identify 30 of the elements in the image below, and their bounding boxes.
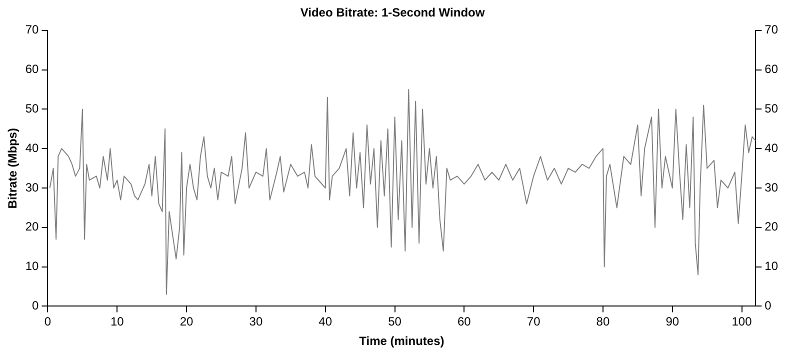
x-tick-label: 100 — [732, 314, 752, 329]
y2-tick-label: 50 — [764, 102, 778, 116]
y-tick-label: 30 — [25, 180, 40, 194]
y2-tick-label: 20 — [764, 220, 778, 234]
x-tick-label: 80 — [596, 314, 610, 329]
y2-tick-label: 30 — [764, 180, 778, 194]
y2-tick-label: 60 — [764, 62, 778, 76]
x-tick-label: 60 — [457, 314, 472, 329]
y-tick-label: 40 — [25, 140, 40, 155]
y-tick-label: 70 — [25, 22, 40, 37]
x-tick-label: 50 — [388, 314, 402, 329]
x-tick-label: 70 — [526, 314, 541, 329]
y2-tick-label: 40 — [764, 140, 778, 155]
x-tick-label: 0 — [44, 314, 52, 329]
y-tick-label: 50 — [25, 102, 40, 116]
x-tick-label: 30 — [249, 314, 263, 329]
x-tick-label: 20 — [180, 314, 194, 329]
y-tick-label: 0 — [32, 298, 40, 313]
y2-tick-label: 70 — [764, 22, 778, 37]
y-tick-label: 20 — [25, 220, 40, 234]
x-tick-label: 40 — [318, 314, 332, 329]
y2-tick-label: 0 — [764, 298, 772, 313]
y-axis-title: Bitrate (Mbps) — [6, 128, 20, 209]
chart-title: Video Bitrate: 1-Second Window — [300, 6, 486, 20]
x-tick-label: 10 — [110, 314, 124, 329]
y-tick-label: 60 — [25, 62, 40, 76]
y2-tick-label: 10 — [764, 259, 778, 274]
y-tick-label: 10 — [25, 259, 40, 274]
x-tick-label: 90 — [666, 314, 680, 329]
x-axis-title: Time (minutes) — [359, 334, 444, 348]
